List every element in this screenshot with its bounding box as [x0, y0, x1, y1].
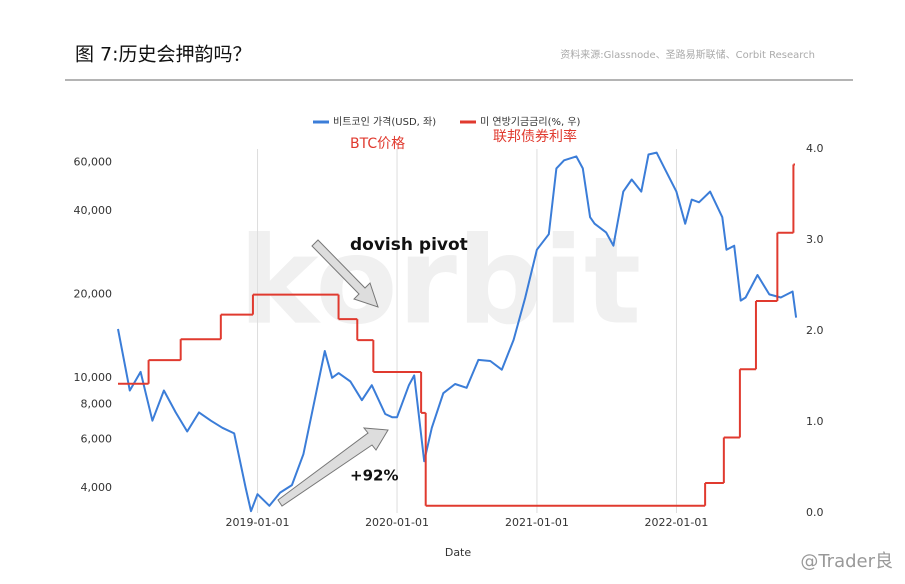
annotation: BTC价格: [350, 136, 405, 152]
y-tick-label: 60,000: [74, 155, 113, 168]
source: 资料来源:Glassnode、圣路易斯联储、Corbit Research: [560, 48, 815, 61]
legend-label: 비트코인 가격(USD, 좌): [333, 115, 436, 128]
x-tick-label: 2022-01-01: [644, 516, 708, 529]
price-line: [117, 151, 798, 513]
y-tick-label: 6,000: [81, 432, 113, 445]
y-tick-label: 8,000: [81, 398, 113, 411]
annotation: dovish pivot: [350, 235, 468, 255]
plot: 2019-01-01 2020-01-01 2021-01-01 2022-01-01…: [74, 115, 824, 529]
annotation: +92%: [350, 467, 398, 485]
arrow: [277, 239, 389, 507]
x-tick-label: 2021-01-01: [505, 516, 569, 529]
watermark: korbit: [239, 213, 642, 352]
x-tick-label: 2019-01-01: [226, 516, 290, 529]
y2-tick-label: 3.0: [806, 233, 824, 246]
x-tick-label: 2020-01-01: [365, 516, 429, 529]
y-tick-label: 40,000: [74, 204, 113, 217]
x-axis-label: Date: [445, 546, 472, 559]
legend-label: 미 연방기금금리(%, 우): [480, 116, 581, 128]
page-title: 图 7:历史会押韵吗？: [75, 44, 252, 66]
footer-watermark: @Trader良: [800, 551, 893, 572]
y2-tick-label: 0.0: [806, 506, 824, 519]
y2-tick-label: 2.0: [806, 324, 824, 337]
y2-tick-label: 1.0: [806, 415, 824, 428]
y2-tick-label: 4.0: [806, 142, 824, 155]
annotation: 联邦债券利率: [493, 128, 577, 145]
y-tick-label: 10,000: [74, 371, 113, 384]
y-tick-label: 20,000: [74, 287, 113, 300]
y-tick-label: 4,000: [81, 481, 113, 494]
